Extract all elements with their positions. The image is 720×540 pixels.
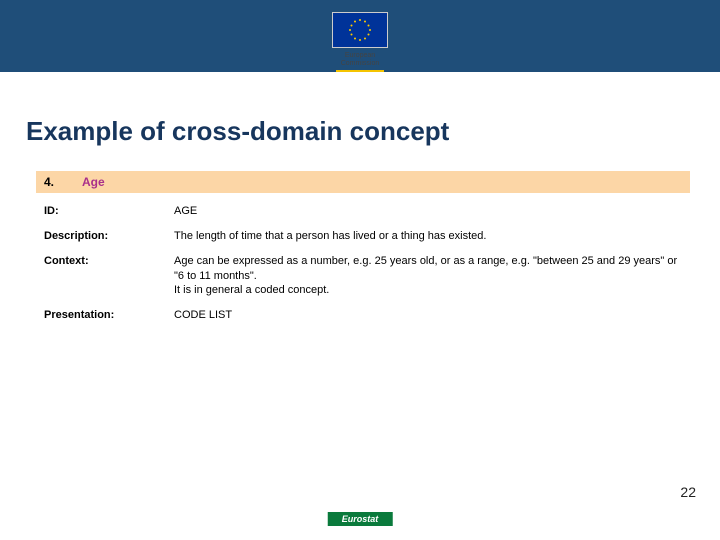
concept-header: 4. Age: [36, 171, 690, 193]
header: European Commission: [0, 0, 720, 100]
field-value-context: Age can be expressed as a number, e.g. 2…: [174, 254, 682, 299]
concept-number: 4.: [44, 175, 54, 189]
field-label-context: Context:: [44, 254, 174, 299]
field-context: Context: Age can be expressed as a numbe…: [36, 249, 690, 304]
logo-line2: Commission: [341, 60, 380, 67]
page-number: 22: [680, 484, 696, 500]
field-label-presentation: Presentation:: [44, 308, 174, 323]
eu-flag-icon: [332, 12, 388, 48]
logo-underline: [336, 70, 384, 72]
field-value-description: The length of time that a person has liv…: [174, 229, 682, 244]
field-label-description: Description:: [44, 229, 174, 244]
field-presentation: Presentation: CODE LIST: [36, 303, 690, 328]
field-value-id: AGE: [174, 204, 682, 219]
field-id: ID: AGE: [36, 199, 690, 224]
field-value-presentation: CODE LIST: [174, 308, 682, 323]
ec-logo: European Commission: [320, 12, 400, 72]
field-label-id: ID:: [44, 204, 174, 219]
concept-fields: ID: AGE Description: The length of time …: [36, 193, 690, 328]
field-description: Description: The length of time that a p…: [36, 224, 690, 249]
concept-name: Age: [82, 175, 105, 189]
footer-eurostat: Eurostat: [328, 512, 393, 526]
logo-line1: European: [345, 52, 375, 59]
concept-block: 4. Age ID: AGE Description: The length o…: [36, 171, 690, 328]
page-title: Example of cross-domain concept: [0, 100, 720, 157]
logo-text: European Commission: [320, 52, 400, 67]
